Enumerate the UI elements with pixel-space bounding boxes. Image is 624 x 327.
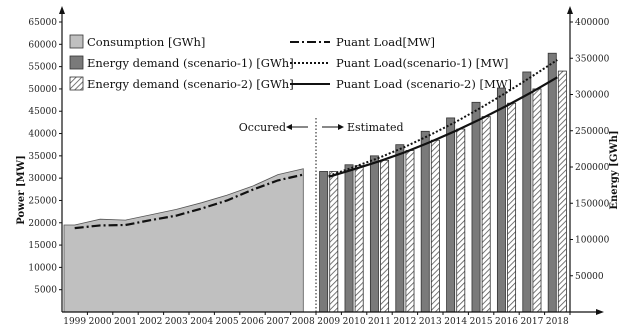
bar-scenario-2 (430, 139, 440, 313)
x-tick-label: 2015 (470, 317, 493, 327)
x-tick-label: 2007 (266, 317, 289, 327)
left-tick-label: 50000 (28, 85, 57, 95)
legend: Consumption [GWh] Energy demand (scenario… (69, 34, 512, 91)
line-solid (328, 76, 558, 178)
bar-scenario-2 (481, 116, 491, 313)
axes-layer: 5000 10000 15000 20000 25000 30000 35000 40000 4… (28, 6, 610, 327)
bar-scenario-1 (496, 87, 506, 313)
x-tick-label: 2009 (317, 317, 340, 327)
consumption-area-layer (63, 168, 304, 313)
x-tick-label: 2010 (343, 317, 366, 327)
x-tick-label: 2006 (241, 317, 264, 327)
right-tick-label: 150000 (575, 199, 610, 209)
bar-scenario-2 (507, 102, 517, 313)
legend-swatch (69, 55, 84, 70)
bar-scenario-2 (557, 70, 567, 313)
left-tick-label: 20000 (28, 219, 57, 229)
line-dotted (328, 59, 558, 177)
left-tick-label: 35000 (28, 152, 57, 162)
left-tick-label: 15000 (28, 241, 57, 251)
legend-label: Consumption [GWh] (87, 35, 205, 49)
x-tick-label: 2016 (495, 317, 518, 327)
right-tick-label: 250000 (575, 127, 610, 137)
left-tick-label: 40000 (28, 130, 57, 140)
x-tick-label: 2013 (419, 317, 442, 327)
legend-label: Puant Load(scenario-1) [MW] (336, 56, 508, 70)
right-tick-label: 100000 (575, 236, 610, 246)
x-tick-label: 2018 (546, 317, 569, 327)
consumption-area (63, 168, 304, 313)
x-tick-label: 2002 (139, 317, 162, 327)
arrowhead-occured (286, 124, 292, 130)
x-axis-arrow (596, 309, 604, 315)
x-tick-label: 2012 (393, 317, 416, 327)
left-axis-arrow (59, 6, 65, 14)
legend-label: Energy demand (scenario-2) [GWh] (87, 77, 294, 91)
legend-label: Energy demand (scenario-1) [GWh] (87, 56, 294, 70)
bar-scenario-1 (522, 71, 532, 313)
legend-label: Puant Load[MW] (336, 35, 435, 49)
x-tick-label: 2008 (292, 317, 315, 327)
left-tick-label: 30000 (28, 174, 57, 184)
right-tick-label: 50000 (575, 272, 604, 282)
bar-scenario-1 (369, 155, 379, 313)
bar-scenario-1 (471, 101, 481, 313)
x-tick-label: 2000 (89, 317, 112, 327)
left-tick-label: 5000 (34, 286, 57, 296)
x-tick-label: 2014 (444, 317, 467, 327)
annotation-occured: Occured (239, 121, 286, 134)
right-axis-arrow (567, 6, 573, 14)
bar-scenario-1 (547, 52, 557, 313)
bar-scenario-1 (446, 117, 456, 313)
right-tick-label: 400000 (575, 18, 610, 28)
annotations: Occured Estimated (239, 121, 404, 134)
left-axis-title: Power [MW] (16, 155, 27, 224)
x-tick-label: 2017 (520, 317, 543, 327)
right-tick-label: 350000 (575, 54, 610, 64)
left-tick-label: 45000 (28, 107, 57, 117)
x-tick-label: 1999 (63, 317, 86, 327)
bar-scenario-1 (344, 164, 354, 313)
bar-scenario-1 (395, 144, 405, 313)
right-tick-label: 300000 (575, 91, 610, 101)
bar-scenario-1 (420, 130, 430, 313)
right-axis-title: Energy [GWh] (609, 130, 620, 209)
x-tick-label: 2001 (114, 317, 137, 327)
left-tick-label: 10000 (28, 263, 57, 273)
x-tick-label: 2011 (368, 317, 391, 327)
line-dash-dot (74, 173, 304, 230)
bar-scenario-2 (329, 171, 339, 313)
left-tick-label: 25000 (28, 196, 57, 206)
legend-swatch (69, 34, 84, 49)
arrowhead-estimated (338, 124, 344, 130)
x-tick-label: 2003 (165, 317, 188, 327)
left-tick-label: 60000 (28, 40, 57, 50)
bars-layer (319, 52, 567, 313)
bar-scenario-2 (456, 128, 466, 313)
left-tick-label: 65000 (28, 18, 57, 28)
right-tick-label: 200000 (575, 163, 610, 173)
bar-scenario-1 (319, 171, 329, 313)
bar-scenario-2 (405, 150, 415, 313)
lines-layer (74, 59, 558, 230)
legend-label: Puant Load (scenario-2) [MW] (336, 77, 512, 91)
x-tick-label: 2004 (190, 317, 213, 327)
x-tick-label: 2005 (216, 317, 239, 327)
annotation-estimated: Estimated (347, 121, 404, 134)
left-tick-label: 55000 (28, 63, 57, 73)
bar-scenario-2 (354, 165, 364, 313)
legend-swatch (69, 76, 84, 91)
bar-scenario-2 (380, 159, 390, 313)
bar-scenario-2 (532, 88, 542, 313)
